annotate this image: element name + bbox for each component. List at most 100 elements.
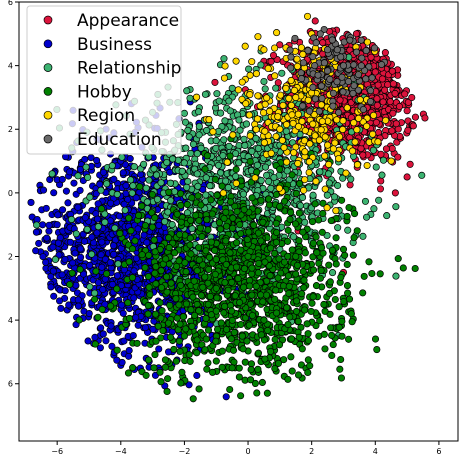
point-hobby (298, 290, 306, 298)
point-hobby (166, 333, 175, 341)
point-hobby (197, 291, 205, 299)
point-hobby (219, 256, 227, 264)
point-hobby (186, 234, 194, 242)
point-business (39, 253, 47, 261)
point-hobby (199, 283, 207, 291)
point-hobby (285, 282, 293, 290)
point-hobby (145, 251, 153, 259)
point-business (93, 156, 101, 164)
point-relationship (301, 218, 309, 226)
point-hobby (301, 306, 309, 314)
point-region (221, 62, 229, 70)
point-appearance (388, 127, 396, 135)
point-hobby (284, 272, 292, 280)
point-hobby (321, 345, 329, 353)
point-relationship (180, 109, 188, 117)
point-business (126, 155, 134, 163)
point-hobby (201, 346, 209, 354)
point-relationship (166, 179, 175, 187)
point-hobby (280, 356, 288, 364)
point-hobby (263, 389, 271, 397)
point-education (335, 108, 343, 117)
point-hobby (347, 310, 355, 318)
point-hobby (312, 282, 321, 290)
point-hobby (291, 220, 300, 228)
point-hobby (265, 195, 273, 203)
point-hobby (257, 331, 265, 339)
point-hobby (212, 357, 220, 365)
point-hobby (195, 385, 203, 393)
point-hobby (245, 321, 253, 329)
point-relationship (140, 160, 148, 168)
point-appearance (346, 181, 354, 189)
point-business (77, 253, 85, 261)
point-hobby (222, 325, 231, 334)
point-hobby (275, 341, 284, 349)
point-hobby (284, 320, 292, 329)
point-education (309, 53, 317, 61)
point-relationship (241, 141, 249, 150)
point-relationship (361, 197, 370, 205)
point-hobby (275, 255, 283, 263)
point-hobby (233, 239, 241, 247)
point-education (291, 34, 299, 42)
point-hobby (201, 165, 209, 173)
point-region (219, 189, 227, 197)
point-hobby (257, 196, 265, 204)
point-hobby (288, 246, 296, 254)
point-hobby (316, 317, 324, 325)
point-hobby (207, 196, 215, 204)
point-hobby (261, 258, 269, 266)
point-hobby (240, 265, 249, 273)
point-relationship (383, 212, 391, 220)
point-hobby (258, 378, 266, 387)
point-business (155, 345, 163, 353)
point-hobby (306, 362, 314, 370)
point-relationship (86, 283, 94, 291)
point-hobby (241, 358, 249, 366)
point-business (140, 231, 148, 239)
point-hobby (218, 347, 226, 355)
point-relationship (212, 137, 220, 145)
point-business (76, 245, 85, 253)
point-hobby (307, 307, 315, 315)
point-hobby (207, 238, 215, 246)
point-relationship (239, 190, 248, 198)
point-hobby (279, 282, 288, 290)
point-appearance (359, 151, 367, 159)
point-hobby (152, 280, 160, 288)
point-business (54, 239, 62, 247)
point-hobby (189, 293, 197, 301)
point-hobby (162, 255, 170, 263)
point-appearance (319, 39, 327, 47)
point-hobby (195, 244, 203, 252)
point-region (325, 160, 333, 168)
point-hobby (175, 301, 183, 309)
point-appearance (421, 114, 429, 122)
point-hobby (284, 375, 292, 383)
point-hobby (213, 191, 221, 199)
point-hobby (271, 335, 279, 344)
point-business (58, 175, 66, 183)
point-region (246, 132, 254, 140)
point-hobby (271, 295, 279, 303)
point-hobby (240, 283, 248, 291)
point-region (252, 70, 261, 78)
point-hobby (368, 269, 376, 278)
point-business (110, 242, 118, 250)
point-hobby (274, 274, 282, 282)
point-hobby (304, 368, 312, 377)
point-hobby (232, 263, 241, 271)
point-region (311, 132, 319, 140)
point-hobby (116, 229, 124, 237)
point-business (55, 297, 64, 305)
point-relationship (127, 176, 135, 184)
point-hobby (125, 258, 133, 266)
point-appearance (392, 120, 400, 128)
point-education (286, 46, 294, 54)
point-hobby (208, 210, 216, 218)
point-hobby (253, 389, 261, 397)
point-hobby (300, 276, 308, 284)
point-region (350, 119, 358, 127)
point-region (343, 104, 351, 112)
